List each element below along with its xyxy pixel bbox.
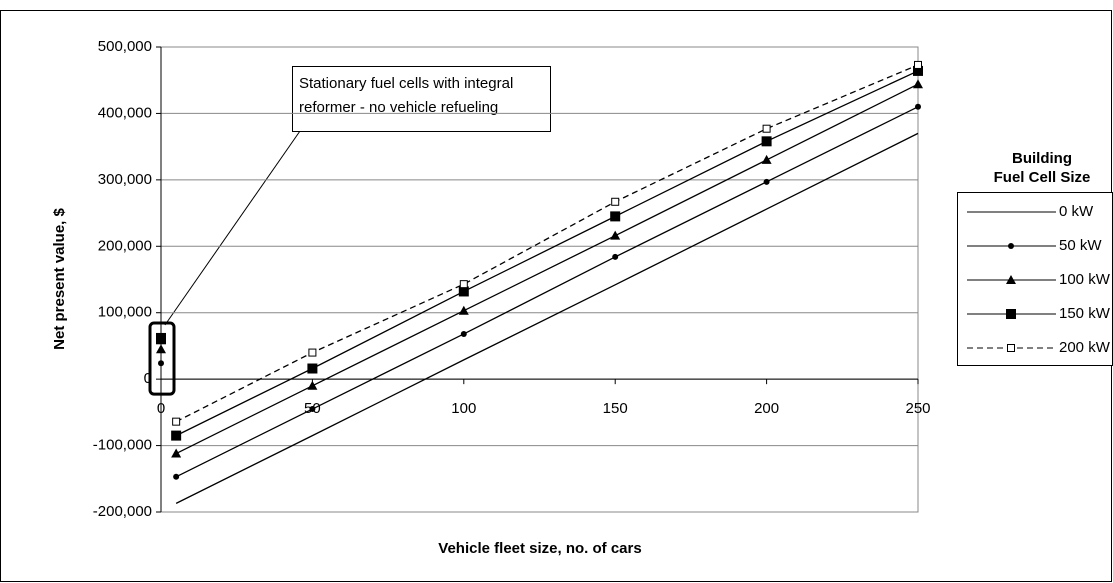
marker <box>761 136 772 147</box>
y-tick-label: 400,000 <box>98 104 152 121</box>
legend-label: 50 kW <box>1059 237 1102 254</box>
marker <box>460 330 467 337</box>
marker <box>1006 309 1016 319</box>
marker <box>308 348 317 357</box>
marker <box>173 473 180 480</box>
marker <box>611 197 620 206</box>
legend-label: 100 kW <box>1059 271 1111 288</box>
marker <box>156 332 166 343</box>
marker <box>914 60 922 69</box>
x-tick-label: 0 <box>157 400 165 417</box>
highlight-box <box>148 321 176 396</box>
marker <box>761 154 772 164</box>
annotation-box <box>292 66 551 132</box>
y-tick-label: 300,000 <box>98 171 152 188</box>
legend-label: 150 kW <box>1059 305 1111 322</box>
y-tick-label: -200,000 <box>93 503 152 520</box>
x-tick-label: 150 <box>603 400 628 417</box>
marker <box>171 430 182 441</box>
series-line <box>175 70 919 437</box>
marker <box>763 178 770 185</box>
marker <box>913 79 923 89</box>
marker <box>307 363 318 374</box>
marker <box>762 124 771 133</box>
marker <box>172 417 181 426</box>
annotation-pointer <box>164 130 301 326</box>
marker <box>1006 275 1016 284</box>
marker <box>459 280 468 289</box>
x-tick-label: 200 <box>754 400 779 417</box>
marker <box>913 65 923 76</box>
annotation-text: Stationary fuel cells with integral <box>299 75 513 92</box>
marker <box>1008 243 1014 249</box>
x-axis-label: Vehicle fleet size, no. of cars <box>438 540 641 557</box>
marker <box>458 286 469 297</box>
series-line <box>175 106 919 478</box>
y-tick-label: 100,000 <box>98 304 152 321</box>
x-tick-label: 100 <box>451 400 476 417</box>
legend-title: Building <box>1012 150 1072 167</box>
marker <box>458 305 469 315</box>
y-tick-label: 500,000 <box>98 38 152 55</box>
legend-label: 0 kW <box>1059 203 1094 220</box>
marker <box>156 344 166 354</box>
marker <box>915 103 921 110</box>
marker <box>309 406 316 413</box>
marker <box>158 360 164 367</box>
marker <box>610 230 621 240</box>
marker <box>160 378 162 380</box>
annotation-text: reformer - no vehicle refueling <box>299 99 498 116</box>
marker <box>612 253 619 260</box>
x-tick-label: 250 <box>905 400 930 417</box>
y-tick-label: 0 <box>144 370 152 387</box>
marker <box>307 380 318 390</box>
y-tick-label: -100,000 <box>93 437 152 454</box>
series-line <box>175 132 919 504</box>
marker <box>171 448 182 458</box>
y-axis-label: Net present value, $ <box>51 207 68 349</box>
series-line <box>175 64 919 423</box>
legend-title: Fuel Cell Size <box>994 169 1091 186</box>
marker <box>610 211 621 222</box>
marker <box>1007 344 1015 352</box>
legend-label: 200 kW <box>1059 339 1111 356</box>
legend-box <box>957 192 1113 366</box>
y-tick-label: 200,000 <box>98 237 152 254</box>
series-line <box>175 83 919 455</box>
